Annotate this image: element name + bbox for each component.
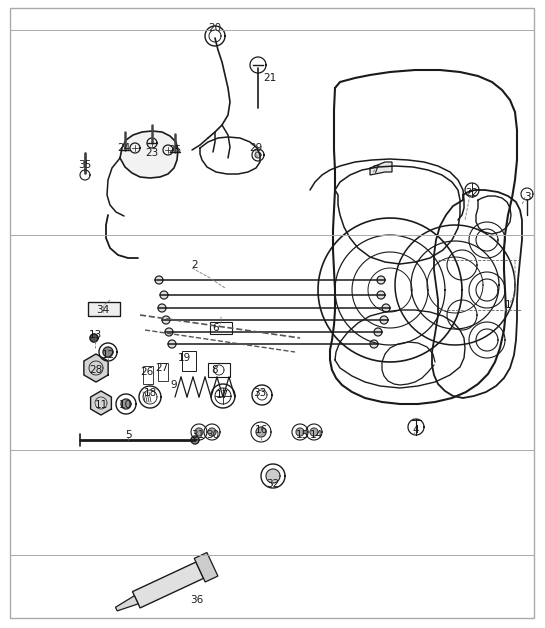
Text: 25: 25: [168, 145, 181, 155]
Text: 21: 21: [263, 73, 277, 83]
Text: 16: 16: [255, 425, 268, 435]
Polygon shape: [95, 397, 107, 409]
Polygon shape: [168, 340, 176, 348]
Polygon shape: [380, 316, 388, 324]
Polygon shape: [377, 276, 385, 284]
Polygon shape: [521, 188, 533, 200]
Polygon shape: [194, 553, 218, 582]
Polygon shape: [370, 340, 378, 348]
Polygon shape: [306, 424, 322, 440]
Bar: [158, 363, 168, 381]
Polygon shape: [160, 291, 168, 299]
Text: 23: 23: [146, 148, 159, 158]
Polygon shape: [292, 424, 308, 440]
Polygon shape: [158, 304, 166, 312]
Text: 7: 7: [372, 165, 378, 175]
Text: 31: 31: [191, 430, 204, 440]
Text: 35: 35: [78, 160, 92, 170]
Text: 1: 1: [505, 300, 511, 310]
Bar: [182, 351, 196, 371]
Polygon shape: [103, 347, 113, 357]
Bar: [143, 366, 153, 384]
Text: 22: 22: [465, 188, 479, 198]
Polygon shape: [377, 291, 385, 299]
Polygon shape: [116, 394, 136, 414]
Text: 6: 6: [213, 323, 219, 333]
Polygon shape: [191, 424, 207, 440]
Polygon shape: [132, 562, 203, 608]
Polygon shape: [195, 428, 203, 436]
Text: 34: 34: [96, 305, 110, 315]
Polygon shape: [256, 427, 266, 437]
Polygon shape: [310, 428, 318, 436]
Text: 32: 32: [267, 479, 280, 489]
Polygon shape: [162, 316, 170, 324]
Polygon shape: [408, 419, 424, 435]
Text: 17: 17: [215, 390, 228, 400]
Polygon shape: [121, 399, 131, 409]
Polygon shape: [89, 361, 103, 375]
Polygon shape: [90, 334, 98, 342]
Polygon shape: [382, 304, 390, 312]
Text: 9: 9: [171, 380, 177, 390]
Polygon shape: [204, 424, 220, 440]
Text: 24: 24: [117, 143, 131, 153]
Bar: [208, 363, 230, 377]
Bar: [210, 322, 232, 334]
Text: 18: 18: [143, 388, 156, 398]
Text: 19: 19: [177, 353, 191, 363]
Polygon shape: [191, 436, 199, 444]
Text: 29: 29: [250, 143, 263, 153]
Polygon shape: [84, 354, 108, 382]
Text: 12: 12: [101, 350, 114, 360]
Text: 13: 13: [88, 330, 101, 340]
Polygon shape: [211, 384, 235, 408]
Bar: [88, 302, 120, 316]
Polygon shape: [370, 162, 392, 175]
Text: 30: 30: [207, 430, 220, 440]
Polygon shape: [120, 131, 178, 178]
Polygon shape: [165, 328, 173, 336]
Text: 26: 26: [141, 367, 154, 377]
Polygon shape: [266, 469, 280, 483]
Polygon shape: [251, 422, 271, 442]
Polygon shape: [116, 596, 138, 611]
Polygon shape: [90, 391, 111, 415]
Polygon shape: [252, 385, 272, 405]
Text: 11: 11: [94, 400, 107, 410]
Polygon shape: [155, 276, 163, 284]
Text: 33: 33: [253, 388, 267, 398]
Text: 28: 28: [89, 365, 102, 375]
Text: 5: 5: [125, 430, 131, 440]
Polygon shape: [208, 428, 216, 436]
Polygon shape: [465, 183, 479, 197]
Text: 8: 8: [211, 365, 219, 375]
Text: 10: 10: [118, 400, 131, 410]
Text: 15: 15: [295, 430, 308, 440]
Text: 2: 2: [192, 260, 198, 270]
Polygon shape: [255, 152, 261, 158]
Polygon shape: [139, 386, 161, 408]
Text: 36: 36: [190, 595, 204, 605]
Text: 27: 27: [155, 363, 168, 373]
Text: 14: 14: [310, 430, 323, 440]
Polygon shape: [374, 328, 382, 336]
Text: 4: 4: [413, 425, 419, 435]
Text: 20: 20: [208, 23, 222, 33]
Text: 3: 3: [524, 192, 530, 202]
Polygon shape: [261, 464, 285, 488]
Polygon shape: [296, 428, 304, 436]
